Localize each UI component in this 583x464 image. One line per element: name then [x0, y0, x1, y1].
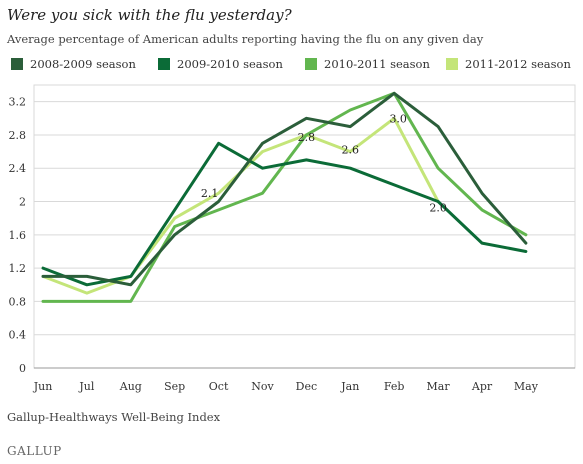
data-label: 2.1 — [201, 187, 219, 200]
y-tick-label: 1.2 — [9, 262, 27, 275]
x-tick-label: Oct — [209, 380, 229, 393]
x-tick-label: Jul — [78, 380, 94, 393]
y-tick-label: 2.8 — [9, 129, 27, 142]
x-tick-label: Dec — [296, 380, 318, 393]
x-tick-label: Sep — [164, 380, 185, 393]
x-tick-label: Mar — [427, 380, 451, 393]
series-line-2010-2011-season — [41, 91, 528, 303]
y-tick-label: 2.4 — [9, 162, 27, 175]
legend-swatch — [158, 58, 170, 70]
y-tick-label: 3.2 — [9, 96, 27, 109]
legend-label: 2008-2009 season — [30, 57, 136, 71]
gallup-logo: GALLUP — [7, 444, 62, 458]
legend-item-2010-2011: 2010-2011 season — [305, 57, 430, 71]
legend-label: 2010-2011 season — [324, 57, 430, 71]
x-tick-label: Jan — [340, 380, 359, 393]
series-line-2008-2009-season — [41, 91, 528, 287]
y-tick-label: 2 — [19, 196, 26, 209]
legend-swatch — [305, 58, 317, 70]
y-tick-label: 0 — [19, 362, 26, 375]
legend-swatch — [11, 58, 23, 70]
chart-subtitle: Average percentage of American adults re… — [7, 32, 484, 46]
source-note: Gallup-Healthways Well-Being Index — [7, 410, 221, 424]
x-tick-label: Nov — [251, 380, 274, 393]
data-label: 3.0 — [389, 112, 407, 125]
series-line-2011-2012-season — [41, 116, 440, 295]
data-label: 2.0 — [429, 202, 447, 215]
y-tick-label: 1.6 — [9, 229, 27, 242]
plot-frame — [33, 84, 576, 369]
x-tick-label: May — [514, 380, 539, 393]
data-label: 2.8 — [298, 131, 316, 144]
legend-label: 2009-2010 season — [177, 57, 283, 71]
x-tick-label: Jun — [33, 380, 53, 393]
legend-label: 2011-2012 season — [465, 57, 571, 71]
legend-item-2009-2010: 2009-2010 season — [158, 57, 283, 71]
legend-item-2011-2012: 2011-2012 season — [446, 57, 571, 71]
y-tick-label: 0.8 — [9, 295, 27, 308]
x-tick-label: Aug — [119, 380, 142, 393]
y-tick-label: 0.4 — [9, 329, 27, 342]
data-label: 2.6 — [342, 144, 360, 157]
legend-item-2008-2009: 2008-2009 season — [11, 57, 136, 71]
x-tick-label: Apr — [471, 380, 493, 393]
chart-title: Were you sick with the flu yesterday? — [7, 6, 292, 24]
legend-swatch — [446, 58, 458, 70]
x-tick-label: Feb — [384, 380, 405, 393]
series-line-2009-2010-season — [41, 141, 528, 287]
flu-line-chart: 0 0.4 0.8 1.2 1.6 2 2.4 2.8 3.2 Jun Jul Aug Sep Oct No… — [9, 84, 576, 393]
